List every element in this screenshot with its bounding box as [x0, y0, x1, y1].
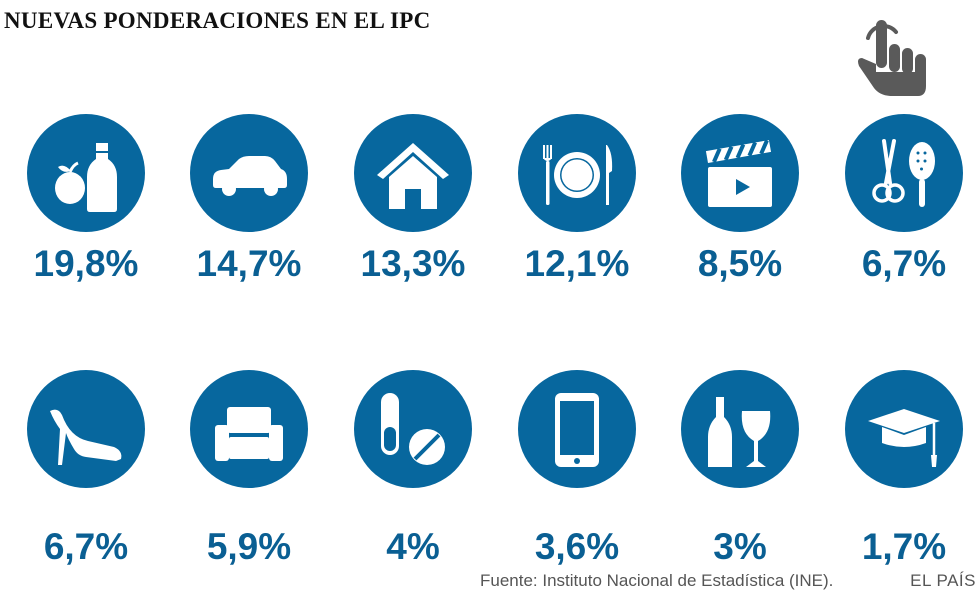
category-item: 13,3% [338, 114, 488, 284]
brand-label: EL PAÍS [910, 571, 976, 590]
category-item: 19,8% [11, 114, 161, 284]
pills-icon [354, 370, 472, 488]
house-icon [354, 114, 472, 232]
value-label: 8,5% [697, 243, 783, 284]
value-label: 3,6% [534, 526, 620, 567]
value-label: 13,3% [360, 243, 466, 284]
smartphone-icon [518, 370, 636, 488]
food-icon [27, 114, 145, 232]
category-item: 6,7% [11, 370, 161, 567]
category-item: 6,7% [829, 114, 979, 284]
value-label: 12,1% [524, 243, 630, 284]
category-item: 4% [338, 370, 488, 567]
armchair-icon [190, 370, 308, 488]
value-label: 19,8% [33, 243, 139, 284]
chart-title: NUEVAS PONDERACIONES EN EL IPC [4, 8, 431, 33]
value-label: 6,7% [43, 526, 129, 567]
value-label: 5,9% [206, 526, 292, 567]
category-item: 1,7% [829, 370, 979, 567]
high-heel-icon [27, 370, 145, 488]
scissors-brush-icon [845, 114, 963, 232]
category-item: 3% [665, 370, 815, 567]
wine-bottle-icon [681, 370, 799, 488]
category-item: 3,6% [502, 370, 652, 567]
graduation-cap-icon [845, 370, 963, 488]
value-label: 14,7% [196, 243, 302, 284]
clapperboard-icon [681, 114, 799, 232]
value-label: 4% [386, 526, 440, 567]
car-icon [190, 114, 308, 232]
value-label: 1,7% [861, 526, 947, 567]
category-item: 14,7% [174, 114, 324, 284]
source-note: Fuente: Instituto Nacional de Estadístic… [480, 571, 834, 590]
pointer-hand-icon [858, 20, 926, 96]
value-label: 3% [713, 526, 767, 567]
restaurant-icon [518, 114, 636, 232]
category-item: 8,5% [665, 114, 815, 284]
category-item: 5,9% [174, 370, 324, 567]
category-item: 12,1% [502, 114, 652, 284]
value-label: 6,7% [861, 243, 947, 284]
